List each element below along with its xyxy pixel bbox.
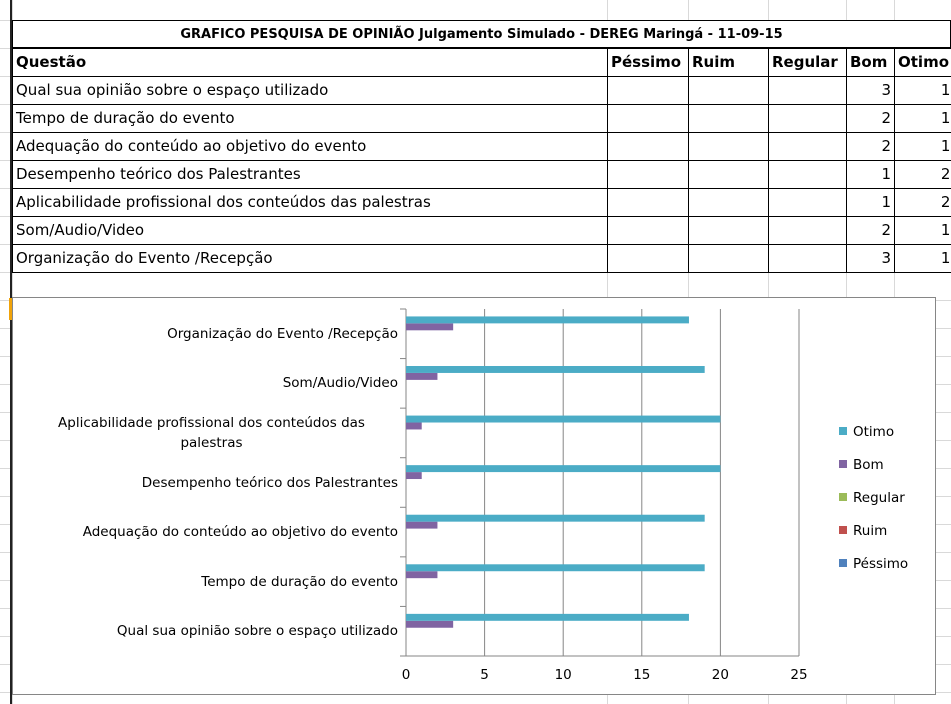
bar bbox=[406, 422, 422, 430]
bar bbox=[406, 564, 705, 572]
bar bbox=[406, 620, 454, 628]
category-label: Tempo de duração do evento bbox=[201, 573, 398, 590]
table-cell: 3 bbox=[846, 244, 895, 273]
cell-cursor bbox=[9, 298, 13, 320]
x-tick-label: 10 bbox=[555, 667, 572, 683]
table-cell: 2 bbox=[846, 216, 895, 245]
table-cell: Qual sua opinião sobre o espaço utilizad… bbox=[12, 76, 608, 105]
table-cell: 1 bbox=[846, 188, 895, 217]
table-cell bbox=[688, 76, 769, 105]
legend-swatch bbox=[839, 559, 847, 567]
category-label: Adequação do conteúdo ao objetivo do eve… bbox=[82, 524, 398, 541]
table-cell bbox=[688, 160, 769, 189]
legend-swatch bbox=[839, 460, 847, 468]
table-cell: Aplicabilidade profissional dos conteúdo… bbox=[12, 188, 608, 217]
table-title: GRAFICO PESQUISA DE OPINIÃO Julgamento S… bbox=[12, 20, 951, 48]
table-cell bbox=[607, 244, 689, 273]
header-cell: Ruim bbox=[688, 48, 769, 77]
bar bbox=[406, 571, 438, 579]
chart: 0 5 10 15 20 25 Otimo Bom Regular Ruim Péssimo Qua… bbox=[12, 297, 936, 695]
table-cell bbox=[688, 132, 769, 161]
table-cell bbox=[607, 188, 689, 217]
bar bbox=[406, 613, 689, 621]
table-cell: Adequação do conteúdo ao objetivo do eve… bbox=[12, 132, 608, 161]
header-cell: Péssimo bbox=[607, 48, 689, 77]
category-label: Som/Audio/Video bbox=[282, 375, 398, 392]
table-cell: Tempo de duração do evento bbox=[12, 104, 608, 133]
header-cell: Questão bbox=[12, 48, 608, 77]
bar bbox=[406, 514, 705, 522]
table-cell bbox=[688, 188, 769, 217]
legend-label: Bom bbox=[853, 457, 884, 473]
table-cell: 2 bbox=[846, 132, 895, 161]
category-label: Qual sua opinião sobre o espaço utilizad… bbox=[116, 623, 398, 640]
table-cell bbox=[688, 104, 769, 133]
table-cell bbox=[768, 104, 847, 133]
bar bbox=[406, 521, 438, 529]
legend-label: Ruim bbox=[853, 523, 887, 539]
x-tick-label: 15 bbox=[633, 667, 650, 683]
table-cell: Organização do Evento /Recepção bbox=[12, 244, 608, 273]
table-cell: 1 bbox=[846, 160, 895, 189]
table-cell bbox=[607, 160, 689, 189]
table-cell bbox=[768, 216, 847, 245]
x-tick-label: 0 bbox=[402, 667, 411, 683]
bar bbox=[406, 316, 689, 324]
x-tick-label: 25 bbox=[790, 667, 807, 683]
header-cell: Otimo bbox=[894, 48, 951, 77]
table-cell: 20 bbox=[894, 188, 951, 217]
table-cell: 2 bbox=[846, 104, 895, 133]
table-cell bbox=[688, 216, 769, 245]
table-cell bbox=[607, 76, 689, 105]
bar bbox=[406, 372, 438, 380]
bar bbox=[406, 366, 705, 373]
table-cell: 18 bbox=[894, 76, 951, 105]
table-cell: Som/Audio/Video bbox=[12, 216, 608, 245]
table-cell bbox=[607, 132, 689, 161]
category-label: Desempenho teórico dos Palestrantes bbox=[141, 474, 398, 491]
table-cell: 19 bbox=[894, 216, 951, 245]
table-cell bbox=[768, 244, 847, 273]
x-tick-label: 5 bbox=[480, 667, 489, 683]
table-cell bbox=[768, 132, 847, 161]
chart-canvas: 0 5 10 15 20 25 Otimo Bom Regular Ruim Péssimo bbox=[400, 308, 908, 683]
legend-swatch bbox=[839, 493, 847, 501]
legend-label: Péssimo bbox=[853, 556, 908, 572]
table-cell bbox=[768, 76, 847, 105]
table-cell bbox=[607, 216, 689, 245]
category-label: Organização do Evento /Recepção bbox=[167, 325, 398, 342]
legend-swatch bbox=[839, 427, 847, 435]
table-cell bbox=[768, 188, 847, 217]
table-cell: 3 bbox=[846, 76, 895, 105]
bar bbox=[406, 465, 721, 473]
legend-label: Regular bbox=[853, 490, 905, 506]
x-tick-label: 20 bbox=[712, 667, 729, 683]
table-cell: 19 bbox=[894, 132, 951, 161]
bar bbox=[406, 323, 454, 331]
table-cell bbox=[607, 104, 689, 133]
table-cell: 20 bbox=[894, 160, 951, 189]
table-cell: 19 bbox=[894, 104, 951, 133]
legend-label: Otimo bbox=[853, 424, 894, 440]
bar bbox=[406, 472, 422, 480]
header-cell: Bom bbox=[846, 48, 895, 77]
sheet-edge bbox=[10, 0, 12, 704]
bar bbox=[406, 415, 721, 423]
legend-swatch bbox=[839, 526, 847, 534]
table-cell bbox=[688, 244, 769, 273]
table-cell: Desempenho teórico dos Palestrantes bbox=[12, 160, 608, 189]
table-cell: 18 bbox=[894, 244, 951, 273]
category-label: Aplicabilidade profissional dos conteúdo… bbox=[58, 414, 365, 451]
table-cell bbox=[768, 160, 847, 189]
header-cell: Regular bbox=[768, 48, 847, 77]
